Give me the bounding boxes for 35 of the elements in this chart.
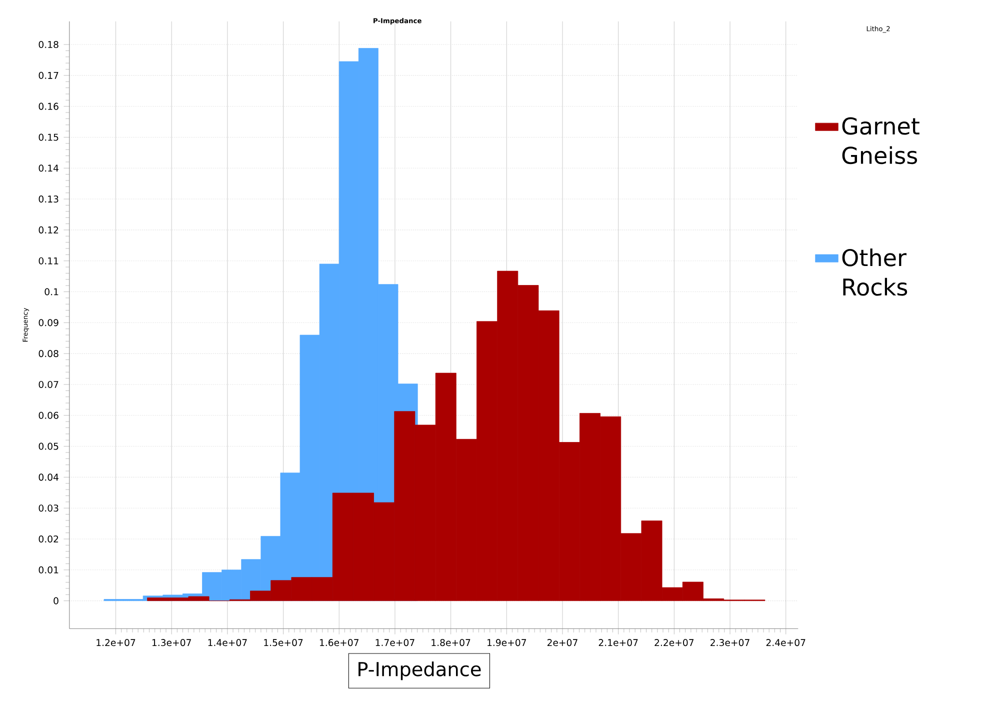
- x-tick-label: 1.4e+07: [208, 639, 247, 646]
- y-tick-label: 0.04: [38, 474, 58, 481]
- x-tick-label: 1.7e+07: [376, 639, 414, 646]
- y-tick-label: 0.09: [38, 319, 58, 326]
- y-tick-label: 0.18: [38, 40, 58, 48]
- x-tick-label: 2.4e+07: [766, 639, 806, 646]
- x-tick-label: 1.3e+07: [152, 639, 191, 646]
- x-tick-label: 1.2e+07: [96, 639, 136, 646]
- y-tick-label: 0.02: [38, 535, 58, 543]
- y-tick-label: 0.01: [38, 566, 58, 574]
- x-tick-label: 1.6e+07: [320, 639, 358, 646]
- legend-label: Garnet Gneiss: [842, 117, 920, 164]
- y-tick-label: 0.17: [38, 72, 58, 79]
- legend-label: Other Rocks: [842, 248, 908, 296]
- y-tick-label: 0.1: [44, 288, 58, 296]
- x-tick-label: 2.1e+07: [598, 639, 638, 646]
- y-tick-label: 0: [54, 597, 58, 604]
- x-axis-title: P-Impedance: [358, 661, 481, 680]
- y-tick-label: 0.12: [38, 226, 58, 234]
- x-tick-label: 1.8e+07: [432, 639, 470, 646]
- y-tick-label: 0.16: [38, 102, 58, 110]
- x-tick-label: 2.2e+07: [654, 639, 694, 646]
- y-tick-label: 0.06: [38, 412, 58, 419]
- y-tick-label: 0.03: [38, 504, 58, 512]
- y-tick-label: 0.07: [38, 380, 58, 388]
- y-tick-label: 0.15: [38, 134, 58, 141]
- x-tick-label: 1.9e+07: [488, 639, 526, 646]
- y-tick-label: 0.13: [38, 196, 58, 203]
- y-tick-label: 0.11: [38, 257, 58, 264]
- y-tick-label: 0.08: [38, 350, 58, 358]
- y-tick-label: 0.05: [38, 442, 58, 450]
- x-tick-label: 2e+07: [547, 639, 578, 646]
- x-tick-label: 2.3e+07: [710, 639, 750, 646]
- x-tick-label: 1.5e+07: [264, 639, 303, 646]
- y-tick-label: 0.14: [38, 164, 58, 172]
